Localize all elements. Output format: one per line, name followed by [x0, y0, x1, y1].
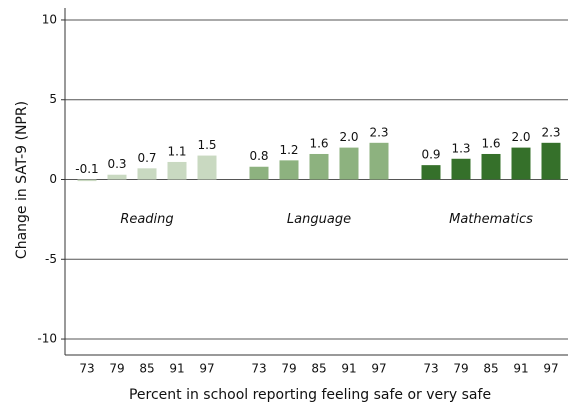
value-label: 2.3: [369, 125, 388, 139]
x-tick-label: 79: [281, 362, 296, 376]
value-label: 1.3: [451, 141, 470, 155]
group-label: Language: [287, 212, 351, 227]
value-label: 1.2: [279, 143, 298, 157]
x-tick-label: 91: [169, 362, 184, 376]
value-label: 1.1: [167, 144, 186, 158]
x-tick-label: 97: [543, 362, 558, 376]
bar: [481, 153, 501, 180]
y-tick-label: -10: [37, 332, 57, 346]
bar: [137, 168, 157, 180]
x-tick-label: 73: [251, 362, 266, 376]
bar: [369, 142, 389, 180]
x-tick-label: 91: [513, 362, 528, 376]
bar: [107, 174, 127, 180]
x-tick-label: 79: [453, 362, 468, 376]
bar: [421, 165, 441, 180]
x-tick-label: 73: [423, 362, 438, 376]
value-label: 2.3: [541, 125, 560, 139]
bar: [309, 153, 329, 180]
bar: [279, 160, 299, 180]
value-label: -0.1: [75, 162, 98, 176]
bar: [339, 147, 359, 180]
y-axis-label: Change in SAT-9 (NPR): [14, 101, 30, 259]
value-label: 1.5: [197, 138, 216, 152]
value-label: 2.0: [511, 130, 530, 144]
x-tick-label: 85: [483, 362, 498, 376]
value-label: 0.9: [421, 148, 440, 162]
x-tick-label: 79: [109, 362, 124, 376]
bar: [541, 142, 561, 180]
x-tick-label: 85: [139, 362, 154, 376]
bar: [197, 155, 217, 180]
x-tick-label: 97: [199, 362, 214, 376]
x-axis-label: Percent in school reporting feeling safe…: [129, 387, 491, 403]
bar: [451, 158, 471, 180]
group-label: Reading: [120, 212, 173, 227]
value-label: 0.8: [249, 149, 268, 163]
bar: [77, 179, 97, 182]
value-label: 0.3: [107, 157, 126, 171]
group-label: Mathematics: [449, 212, 533, 227]
x-tick-label: 91: [341, 362, 356, 376]
x-tick-label: 73: [79, 362, 94, 376]
y-tick-label: 5: [49, 92, 57, 106]
y-tick-label: 10: [42, 12, 57, 26]
x-tick-label: 85: [311, 362, 326, 376]
bar: [249, 166, 269, 180]
x-tick-label: 97: [371, 362, 386, 376]
bar: [167, 161, 187, 180]
value-label: 1.6: [309, 136, 328, 150]
value-label: 2.0: [339, 130, 358, 144]
y-tick-label: -5: [45, 252, 57, 266]
value-label: 0.7: [137, 151, 156, 165]
y-tick-label: 0: [49, 172, 57, 186]
bar: [511, 147, 531, 180]
value-label: 1.6: [481, 136, 500, 150]
